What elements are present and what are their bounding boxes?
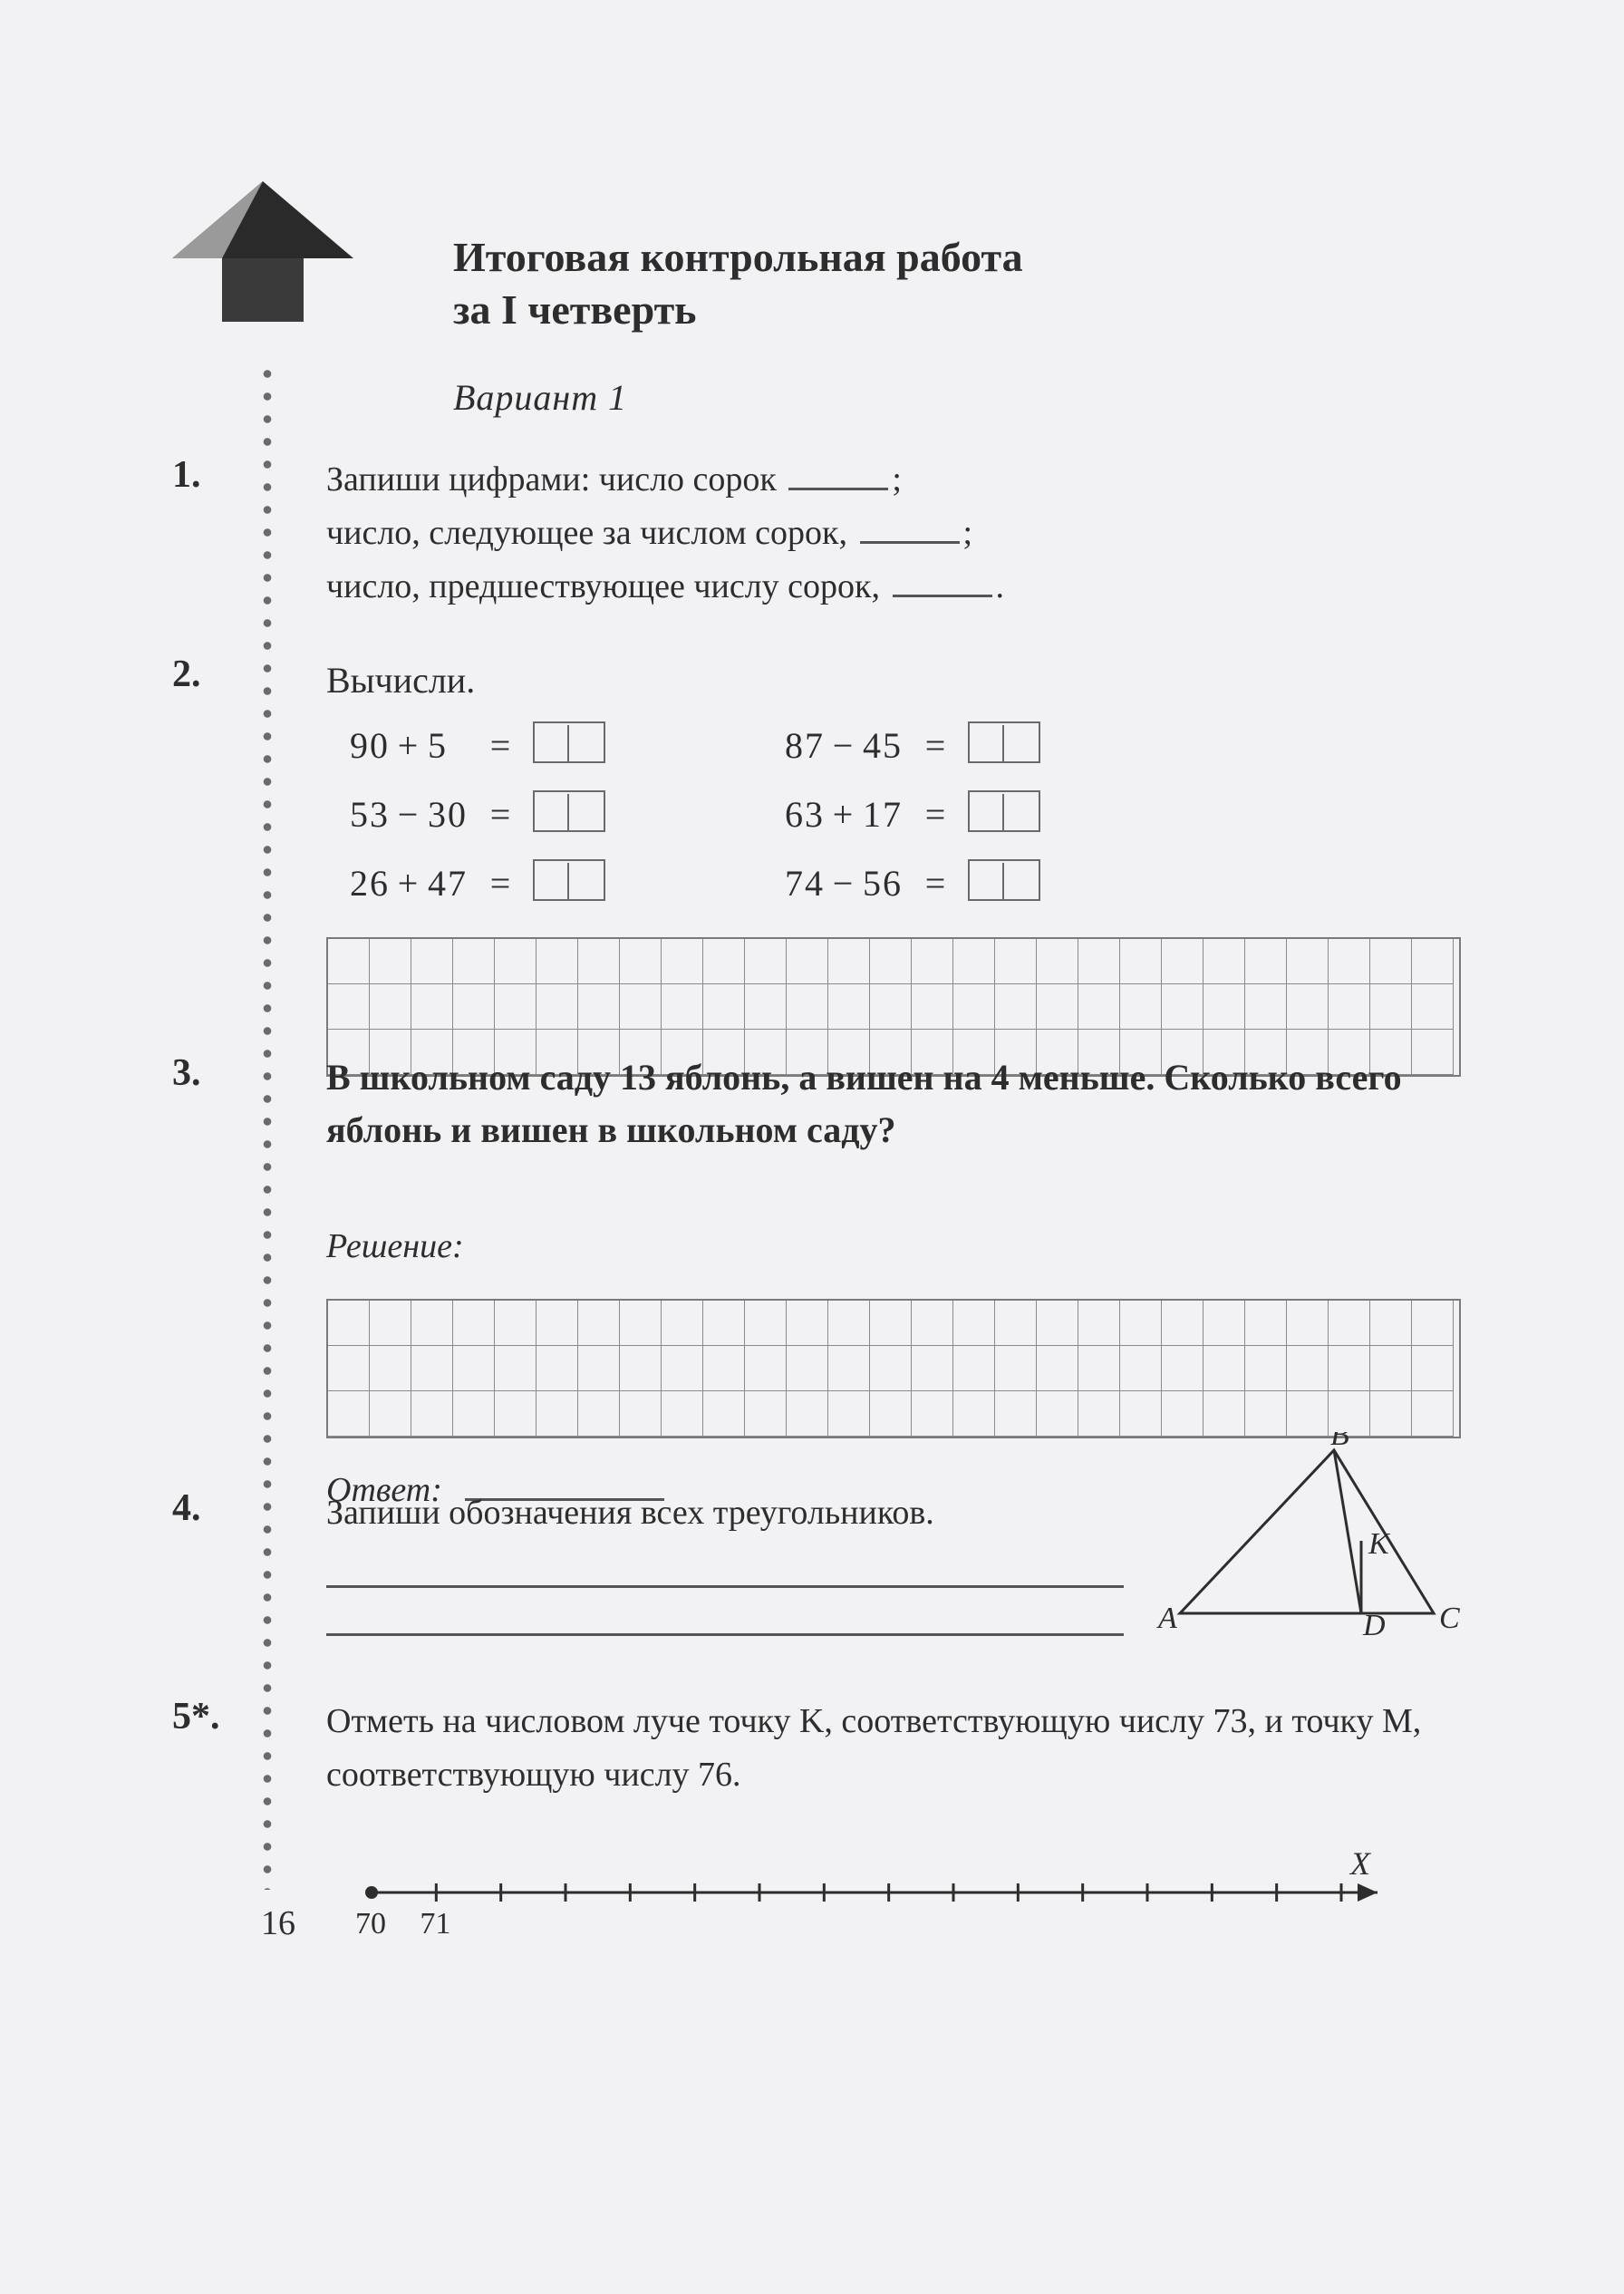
task-number: 2. <box>172 653 201 696</box>
fill-blank[interactable] <box>788 460 888 490</box>
work-grid[interactable] <box>326 1299 1461 1438</box>
page-title: Итоговая контрольная работа за I четверт… <box>453 231 1359 335</box>
answer-box[interactable] <box>533 790 605 832</box>
equation-row: 87−45= <box>770 718 1097 774</box>
answer-box[interactable] <box>968 859 1040 901</box>
logo-arrow-icon <box>172 181 353 335</box>
answer-line[interactable] <box>326 1633 1124 1636</box>
task-number: 3. <box>172 1051 201 1095</box>
equation-row: 90+5= <box>335 718 662 774</box>
variant-label: Вариант 1 <box>453 376 627 419</box>
answer-box[interactable] <box>968 790 1040 832</box>
worksheet-page: Итоговая контрольная работа за I четверт… <box>0 0 1624 2294</box>
task1-line3: число, предшествующее числу сорок, . <box>326 560 1461 614</box>
text: число, следующее за числом сорок, <box>326 514 856 552</box>
svg-text:A: A <box>1156 1602 1177 1635</box>
task1-line2: число, следующее за числом сорок, ; <box>326 507 1461 560</box>
task-1: 1. Запиши цифрами: число сорок ; число, … <box>172 453 1461 614</box>
text: ; <box>892 460 902 498</box>
svg-text:D: D <box>1362 1609 1386 1641</box>
task-2: 2. Вычисли. 90+5= 87−45= 53−30= 63+17= 26+47… <box>172 653 1461 1077</box>
text: . <box>996 567 1005 605</box>
solution-label: Решение: <box>326 1220 1461 1273</box>
calc-equations: 90+5= 87−45= 53−30= 63+17= 26+47= 74−56= <box>335 718 1461 912</box>
number-line[interactable]: 70 71 X <box>335 1838 1405 1954</box>
equation-row: 26+47= <box>335 856 662 912</box>
page-number: 16 <box>261 1903 295 1943</box>
title-line-2: за I четверть <box>453 286 697 333</box>
svg-text:70: 70 <box>355 1907 386 1938</box>
equation-row: 53−30= <box>335 787 662 843</box>
task-5: 5*. Отметь на числовом луче точку K, соо… <box>172 1695 1461 1954</box>
answer-box[interactable] <box>533 859 605 901</box>
text: число, предшествующее числу сорок, <box>326 567 889 605</box>
triangle-figure: A B C K D <box>1153 1432 1461 1641</box>
fill-blank[interactable] <box>860 513 960 544</box>
svg-text:B: B <box>1330 1432 1349 1452</box>
task-number: 1. <box>172 453 201 497</box>
text: ; <box>963 514 973 552</box>
task-number: 5*. <box>172 1695 220 1738</box>
svg-text:71: 71 <box>420 1907 450 1938</box>
text: Запиши цифрами: число сорок <box>326 460 785 498</box>
task-number: 4. <box>172 1486 201 1530</box>
task5-text: Отметь на числовом луче точку K, соответ… <box>326 1695 1461 1802</box>
title-line-1: Итоговая контрольная работа <box>453 234 1023 280</box>
answer-box[interactable] <box>968 721 1040 763</box>
fill-blank[interactable] <box>893 566 992 597</box>
answer-box[interactable] <box>533 721 605 763</box>
equation-row: 63+17= <box>770 787 1097 843</box>
task1-line1: Запиши цифрами: число сорок ; <box>326 453 1461 507</box>
task-4: 4. Запиши обозначения всех треугольников… <box>172 1486 1461 1636</box>
answer-line[interactable] <box>326 1585 1124 1588</box>
task2-heading: Вычисли. <box>326 653 1461 709</box>
svg-text:X: X <box>1348 1845 1372 1882</box>
svg-text:C: C <box>1439 1602 1460 1635</box>
task3-problem: В школьном саду 13 яблонь, а вишен на 4 … <box>326 1051 1461 1157</box>
svg-text:K: K <box>1368 1527 1391 1561</box>
equation-row: 74−56= <box>770 856 1097 912</box>
